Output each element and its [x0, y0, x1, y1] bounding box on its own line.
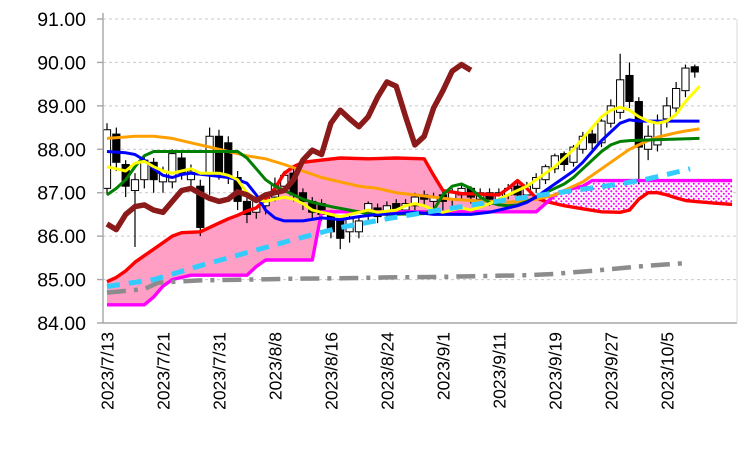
y-tick-label: 91.00: [37, 9, 86, 31]
trend-cyan-dashed-line: [106, 166, 691, 289]
candle-body: [616, 79, 625, 113]
x-tick-label: 2023/9/27: [601, 332, 621, 410]
ma-yellow-line: [106, 85, 701, 219]
candle-body: [130, 179, 140, 192]
ma-blue-line: [106, 118, 700, 223]
x-tick-label: 2023/9/11: [489, 332, 509, 409]
trend-gray-dashdot-line: [106, 260, 686, 295]
x-tick-label: 2023/7/31: [209, 332, 229, 410]
y-tick-label: 90.00: [37, 52, 86, 74]
candle-body: [205, 135, 214, 176]
x-tick-label: 2023/8/8: [265, 332, 285, 400]
y-tick-label: 89.00: [37, 96, 86, 118]
x-tick-label: 2023/8/16: [321, 332, 341, 410]
candle-body: [196, 185, 205, 228]
candle-body: [186, 170, 196, 181]
candle-body: [410, 196, 419, 207]
indicator-lines-layer: [105, 61, 733, 307]
axes-layer: [97, 13, 738, 324]
y-tick-label: 86.00: [37, 226, 86, 248]
x-tick-label: 2023/9/19: [545, 332, 565, 410]
candle-body: [634, 101, 643, 148]
x-tick-label: 2023/7/13: [98, 332, 118, 410]
x-tick-label: 2023/9/1: [433, 332, 453, 400]
x-tick-label: 2023/7/21: [153, 332, 173, 410]
candle-body: [606, 105, 615, 124]
x-tick-label: 2023/10/5: [657, 332, 677, 410]
x-axis-labels: 2023/7/13 2023/7/21 2023/7/31 2023/8/8 2023/…: [98, 332, 678, 410]
candle-body: [662, 105, 671, 120]
y-tick-label: 88.00: [37, 139, 86, 161]
cloud-span-a-line: [106, 156, 733, 284]
candle-body: [224, 142, 233, 176]
candle-body: [168, 153, 177, 183]
y-tick-label: 85.00: [37, 270, 86, 292]
candle-body: [681, 67, 690, 92]
cloud-bullish-area: [107, 158, 547, 305]
candle-body: [690, 66, 699, 73]
y-axis-labels: 91.00 90.00 89.00 88.00 87.00 86.00 85.00 84.00: [37, 9, 86, 335]
candle-body: [112, 133, 121, 163]
y-tick-label: 84.00: [37, 313, 86, 335]
x-tick-label: 2023/8/24: [377, 332, 397, 410]
y-tick-label: 87.00: [37, 183, 86, 205]
lagging-darkred-line: [105, 61, 473, 233]
candle-body: [625, 74, 634, 103]
candle-body: [354, 220, 364, 233]
candle-body: [588, 133, 597, 144]
candle-body: [672, 87, 681, 109]
candle-body: [214, 135, 224, 174]
candle-body: [336, 220, 345, 239]
candle-body: [242, 200, 252, 215]
ma-green-line: [106, 136, 700, 216]
